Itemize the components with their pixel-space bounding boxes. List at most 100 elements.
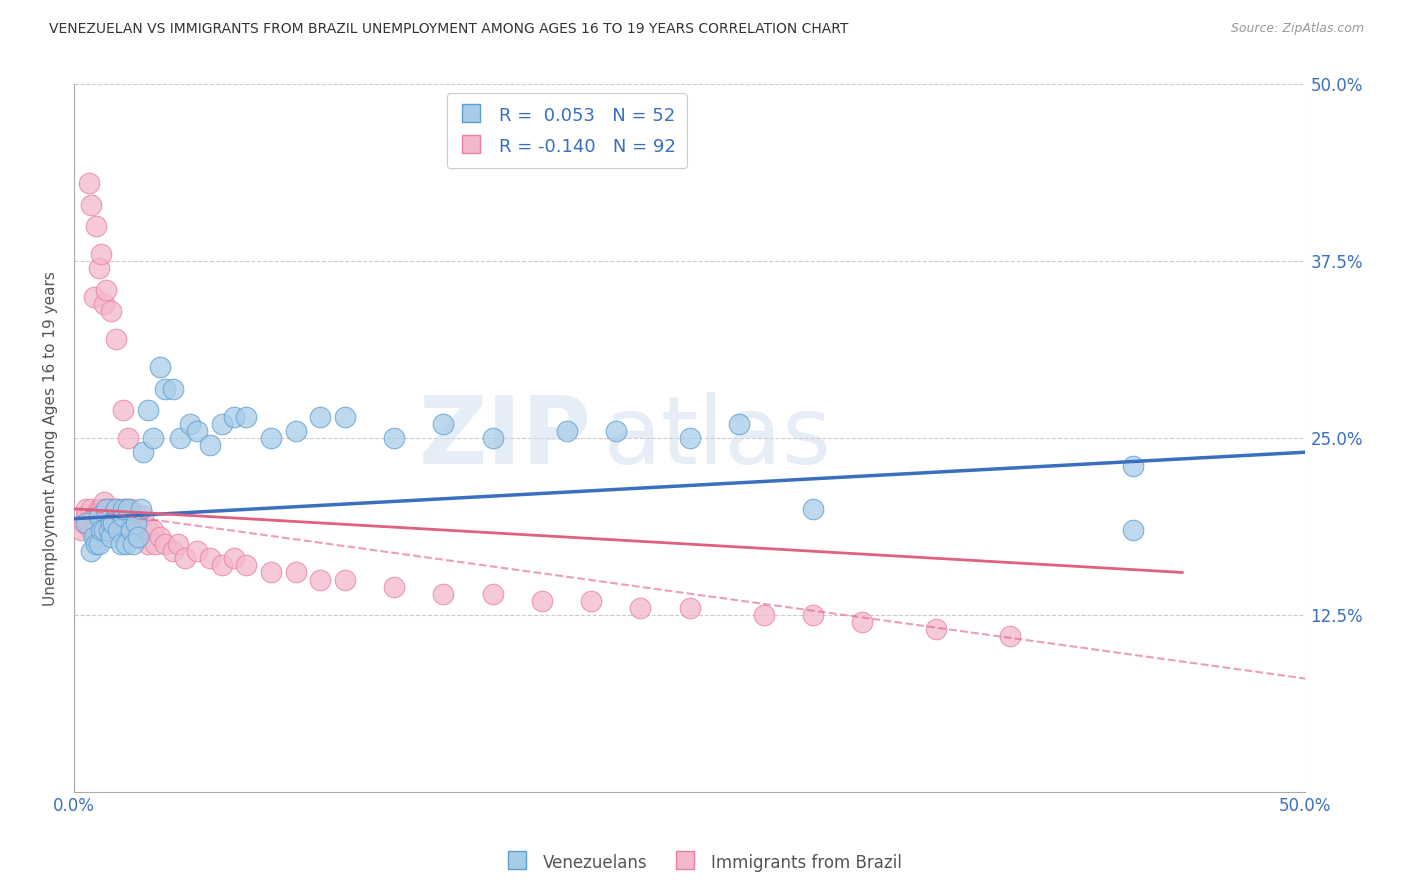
Point <box>93 494 115 508</box>
Point <box>93 523 115 537</box>
Point <box>93 523 115 537</box>
Point <box>84 508 107 523</box>
Point <box>112 508 135 523</box>
Point <box>382 431 405 445</box>
Y-axis label: Unemployment Among Ages 16 to 19 years: Unemployment Among Ages 16 to 19 years <box>44 270 58 606</box>
Point <box>142 431 165 445</box>
Point <box>80 501 103 516</box>
Point <box>75 508 97 523</box>
Point <box>309 409 332 424</box>
Point <box>87 508 110 523</box>
Point <box>122 537 145 551</box>
Point <box>174 551 197 566</box>
Point <box>83 523 105 537</box>
Point <box>179 417 201 431</box>
Point <box>100 303 122 318</box>
Point <box>100 523 122 537</box>
Point <box>84 219 107 233</box>
Point <box>104 501 127 516</box>
Point <box>211 558 233 573</box>
Point <box>110 523 132 537</box>
Point <box>87 501 110 516</box>
Text: atlas: atlas <box>603 392 832 484</box>
Point <box>100 516 122 530</box>
Point <box>481 431 503 445</box>
Point <box>149 530 172 544</box>
Point <box>124 516 146 530</box>
Point <box>104 523 127 537</box>
Point <box>83 290 105 304</box>
Point <box>235 558 257 573</box>
Point <box>136 537 159 551</box>
Point <box>260 566 283 580</box>
Point <box>75 516 97 530</box>
Legend: Venezuelans, Immigrants from Brazil: Venezuelans, Immigrants from Brazil <box>498 846 908 880</box>
Point <box>120 523 142 537</box>
Point <box>1122 459 1144 474</box>
Point <box>333 573 356 587</box>
Point <box>581 593 603 607</box>
Point <box>112 402 135 417</box>
Point <box>851 615 873 629</box>
Point <box>100 508 122 523</box>
Point <box>90 516 112 530</box>
Point <box>112 508 135 523</box>
Point <box>149 360 172 375</box>
Point <box>83 530 105 544</box>
Point <box>630 600 652 615</box>
Point <box>94 508 117 523</box>
Point <box>752 607 775 622</box>
Point <box>107 501 129 516</box>
Point <box>120 501 142 516</box>
Point <box>155 537 177 551</box>
Point <box>117 508 139 523</box>
Point <box>136 402 159 417</box>
Point <box>186 424 208 438</box>
Point <box>132 445 155 459</box>
Point <box>309 573 332 587</box>
Point <box>142 523 165 537</box>
Point <box>80 523 103 537</box>
Point <box>120 523 142 537</box>
Point <box>112 516 135 530</box>
Point <box>679 600 702 615</box>
Point <box>925 622 948 636</box>
Point <box>382 580 405 594</box>
Point <box>155 382 177 396</box>
Point <box>129 501 152 516</box>
Point <box>107 523 129 537</box>
Point <box>260 431 283 445</box>
Point <box>162 382 184 396</box>
Point <box>124 508 146 523</box>
Point <box>103 516 125 530</box>
Point <box>224 551 246 566</box>
Point <box>117 523 139 537</box>
Point <box>93 296 115 310</box>
Point <box>481 587 503 601</box>
Point <box>83 508 105 523</box>
Point <box>114 537 136 551</box>
Point <box>90 247 112 261</box>
Point <box>333 409 356 424</box>
Point <box>801 607 824 622</box>
Point <box>186 544 208 558</box>
Point <box>80 544 103 558</box>
Point <box>169 431 191 445</box>
Point <box>103 523 125 537</box>
Point <box>136 523 159 537</box>
Point <box>100 501 122 516</box>
Point <box>90 501 112 516</box>
Point <box>90 523 112 537</box>
Point <box>94 501 117 516</box>
Point <box>97 501 120 516</box>
Point <box>1122 523 1144 537</box>
Point <box>97 523 120 537</box>
Point <box>235 409 257 424</box>
Point <box>110 537 132 551</box>
Point <box>94 283 117 297</box>
Point <box>112 523 135 537</box>
Point <box>117 501 139 516</box>
Point <box>801 501 824 516</box>
Point <box>605 424 627 438</box>
Point <box>87 508 110 523</box>
